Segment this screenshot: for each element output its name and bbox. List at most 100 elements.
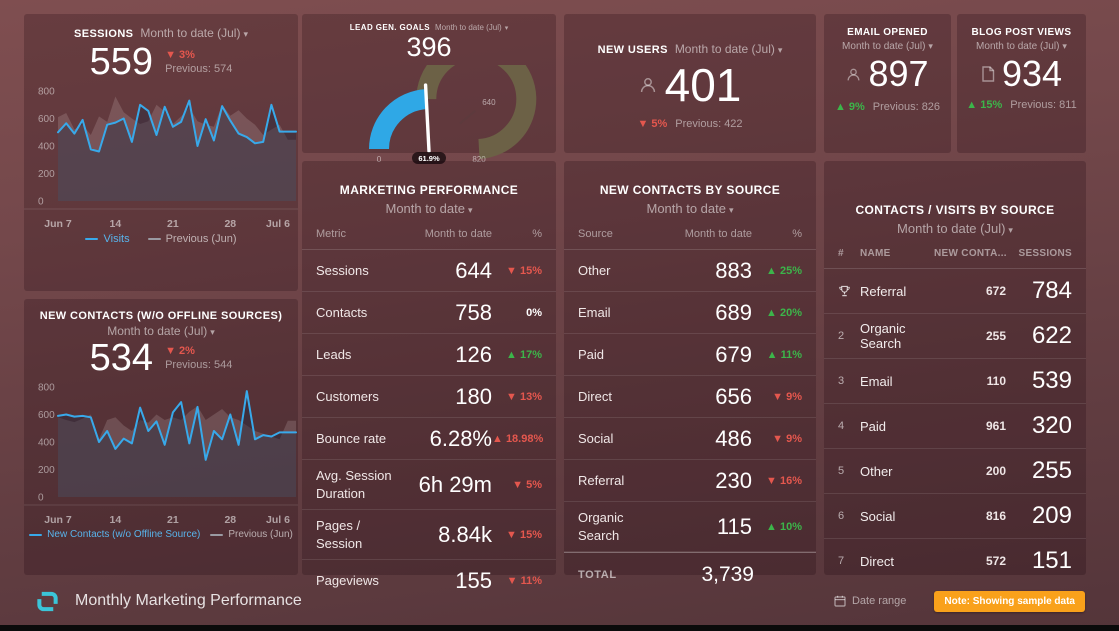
table-row: 7 Direct 572 151	[824, 539, 1086, 583]
table-header: Source Month to date %	[564, 216, 816, 250]
svg-text:14: 14	[110, 218, 122, 230]
table-row: 2 Organic Search 255 622	[824, 314, 1086, 359]
sessions-legend: Visits Previous (Jun)	[24, 233, 298, 245]
document-icon	[981, 66, 995, 82]
row-delta: ▼ 16%	[766, 474, 802, 487]
svg-text:28: 28	[224, 218, 236, 230]
new-contacts-previous: Previous: 544	[165, 359, 233, 371]
legend-label: Previous (Jun)	[165, 233, 237, 245]
email-opened-delta: ▲ 9%	[834, 101, 865, 113]
row-label: Organic Search	[578, 510, 624, 543]
table-row: Organic Search 115 ▲ 10%	[564, 502, 816, 553]
panel-email-opened: EMAIL OPENED Month to date (Jul) ▾ 897 ▲ …	[824, 14, 951, 153]
row-value: 883	[715, 257, 752, 283]
marketing-performance-range-dropdown[interactable]: Month to date ▾	[385, 201, 473, 216]
sessions-value: 559	[89, 41, 154, 83]
row-label: Customers	[316, 388, 379, 404]
svg-text:21: 21	[167, 218, 179, 230]
row-value: 8.84k	[438, 521, 492, 547]
row-value: 486	[715, 425, 752, 451]
new-users-range-dropdown[interactable]: Month to date (Jul) ▾	[674, 42, 783, 56]
row-sessions: 255	[1031, 457, 1072, 484]
chevron-down-icon: ▾	[1008, 225, 1013, 235]
row-source-name: Direct	[860, 553, 894, 569]
sample-data-note-button[interactable]: Note: Showing sample data	[934, 590, 1085, 612]
row-label: Pages / Session	[316, 518, 363, 551]
column-month-to-date: Month to date	[684, 228, 752, 240]
email-opened-range-dropdown[interactable]: Month to date (Jul) ▾	[842, 41, 933, 52]
sessions-previous: Previous: 574	[165, 63, 233, 75]
contacts-by-source-table: Other 883 ▲ 25% Email 689 ▲ 20% Paid 679…	[564, 250, 816, 553]
person-icon	[639, 76, 657, 94]
legend-label: New Contacts (w/o Offline Source)	[47, 529, 201, 540]
legend-item[interactable]: Visits	[85, 233, 130, 245]
table-row: 5 Other 200 255	[824, 449, 1086, 494]
email-opened-value: 897	[868, 53, 929, 94]
row-source-name: Email	[860, 373, 893, 389]
marketing-performance-title: MARKETING PERFORMANCE	[339, 183, 519, 197]
blog-post-views-range-dropdown[interactable]: Month to date (Jul) ▾	[976, 41, 1067, 52]
svg-text:820: 820	[472, 155, 486, 164]
sessions-range-dropdown[interactable]: Month to date (Jul) ▾	[140, 26, 249, 40]
new-users-delta: ▼ 5%	[637, 118, 668, 130]
row-value: 6h 29m	[418, 471, 492, 497]
row-sessions: 539	[1031, 367, 1072, 394]
table-row: Pages / Session 8.84k ▼ 15%	[302, 510, 556, 561]
svg-text:0: 0	[38, 197, 44, 208]
legend-item[interactable]: New Contacts (w/o Offline Source)	[29, 529, 200, 540]
email-opened-title: EMAIL OPENED	[847, 27, 928, 38]
legend-swatch	[29, 533, 43, 536]
panel-contacts-visits-by-source: CONTACTS / VISITS BY SOURCE Month to dat…	[824, 161, 1086, 575]
lead-gen-value: 396	[406, 32, 452, 62]
new-users-previous: Previous: 422	[675, 118, 743, 130]
sessions-title: SESSIONS	[73, 28, 134, 40]
databox-logo[interactable]	[36, 590, 59, 613]
row-sessions: 320	[1031, 412, 1072, 439]
row-label: Avg. Session Duration	[316, 468, 392, 501]
row-value: 656	[715, 383, 752, 409]
date-range-button[interactable]: Date range	[834, 595, 906, 607]
new-contacts-range-dropdown[interactable]: Month to date (Jul) ▾	[107, 324, 215, 338]
row-rank: 7	[838, 555, 845, 567]
row-label: Social	[578, 430, 614, 446]
svg-text:14: 14	[110, 514, 122, 526]
lead-gen-title: LEAD GEN. GOALS	[349, 23, 430, 32]
column-month-to-date: Month to date	[424, 228, 492, 240]
chevron-down-icon: ▾	[243, 29, 249, 39]
row-new-contacts: 672	[985, 284, 1006, 298]
contacts-visits-range-dropdown[interactable]: Month to date (Jul) ▾	[897, 221, 1013, 236]
row-label: Contacts	[316, 304, 368, 320]
chevron-down-icon: ▾	[467, 205, 473, 215]
legend-item[interactable]: Previous (Jun)	[210, 529, 293, 540]
row-delta: ▲ 11%	[766, 348, 802, 361]
row-value: 155	[455, 567, 492, 593]
blog-post-views-previous: Previous: 811	[1010, 99, 1077, 111]
contacts-visits-table: Referral 672 784 2 Organic Search 255 62…	[824, 269, 1086, 583]
row-value: 230	[715, 467, 752, 493]
email-opened-previous: Previous: 826	[872, 101, 941, 113]
table-row: 6 Social 816 209	[824, 494, 1086, 539]
person-icon	[846, 67, 861, 82]
panel-blog-post-views: BLOG POST VIEWS Month to date (Jul) ▾ 934…	[957, 14, 1086, 153]
row-label: Bounce rate	[316, 430, 387, 446]
legend-item[interactable]: Previous (Jun)	[147, 233, 237, 245]
row-delta: ▼ 15%	[506, 528, 542, 541]
svg-text:200: 200	[38, 465, 55, 476]
row-sessions: 151	[1031, 547, 1072, 574]
sessions-delta: ▼ 3%	[165, 49, 195, 61]
total-label: TOTAL	[578, 569, 617, 582]
new-contacts-title: NEW CONTACTS (W/O OFFLINE SOURCES)	[39, 310, 283, 322]
panel-sessions: SESSIONS Month to date (Jul) ▾ 559 ▼ 3% P…	[24, 14, 298, 291]
row-rank: 6	[838, 510, 845, 522]
sessions-line-chart: 0 200 400 600 800 Jun 7 14 21 28 Jul 6	[24, 85, 298, 233]
svg-text:600: 600	[38, 410, 55, 421]
lead-gen-range-dropdown[interactable]: Month to date (Jul) ▾	[435, 23, 509, 32]
row-label: Other	[578, 262, 611, 278]
column-sessions: SESSIONS	[1018, 248, 1072, 259]
row-delta: ▲ 17%	[506, 348, 542, 361]
row-label: Pageviews	[316, 572, 379, 588]
table-row: Direct 656 ▼ 9%	[564, 376, 816, 418]
contacts-by-source-range-dropdown[interactable]: Month to date ▾	[646, 201, 734, 216]
chevron-down-icon: ▾	[1062, 41, 1067, 51]
svg-text:61.9%: 61.9%	[418, 154, 440, 163]
